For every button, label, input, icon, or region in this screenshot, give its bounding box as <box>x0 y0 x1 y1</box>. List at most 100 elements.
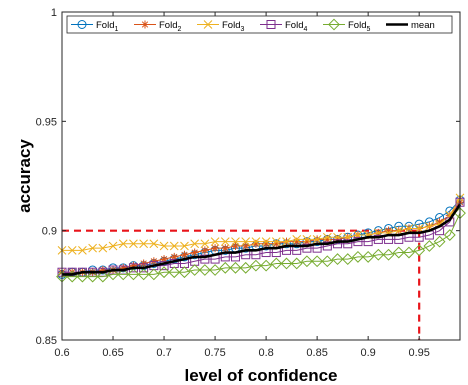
y-axis-title: accuracy <box>15 139 34 213</box>
data-point <box>302 243 312 253</box>
data-point <box>292 237 301 246</box>
data-point <box>188 264 201 276</box>
data-point <box>127 268 140 281</box>
data-point <box>280 257 293 270</box>
data-point <box>251 239 260 248</box>
plot-area <box>62 12 460 340</box>
legend-label: Fold4 <box>285 20 307 33</box>
legend-item: Fold1 <box>71 20 118 33</box>
data-point <box>86 270 99 283</box>
data-point <box>292 235 302 244</box>
data-point <box>272 239 281 248</box>
legend-label: Fold1 <box>96 20 118 33</box>
data-point <box>433 235 446 248</box>
data-point <box>180 241 189 251</box>
series-line <box>62 201 461 273</box>
data-point <box>301 255 313 268</box>
data-point <box>311 255 324 268</box>
data-point <box>159 241 169 251</box>
data-point <box>108 241 118 251</box>
data-point <box>88 243 97 253</box>
data-point <box>221 244 230 253</box>
data-point <box>251 237 261 246</box>
legend-item: Fold2 <box>134 20 181 33</box>
data-point <box>137 268 150 281</box>
x-tick-label: 0.8 <box>258 347 273 359</box>
legend-item: Fold4 <box>260 20 307 33</box>
data-point <box>353 237 363 247</box>
data-point <box>302 237 311 246</box>
data-point <box>423 240 436 252</box>
x-tick-label: 0.85 <box>306 347 327 359</box>
legend-subscript: 2 <box>177 26 181 33</box>
data-point <box>210 237 220 246</box>
data-point <box>98 243 108 253</box>
data-point <box>322 232 332 242</box>
data-point <box>119 263 128 272</box>
data-point <box>271 237 281 246</box>
data-point <box>322 241 332 251</box>
data-point <box>203 20 213 29</box>
y-tick-label: 0.9 <box>42 226 57 238</box>
data-point <box>302 235 312 244</box>
data-point <box>147 268 160 281</box>
data-point <box>229 261 242 274</box>
data-point <box>117 268 130 281</box>
data-point <box>231 237 240 246</box>
data-point <box>200 239 210 249</box>
data-point <box>392 246 405 259</box>
data-point <box>178 266 191 279</box>
data-point <box>282 237 291 246</box>
x-tick-label: 0.6 <box>54 347 69 359</box>
series-fold-3 <box>57 193 465 255</box>
data-point <box>331 253 344 266</box>
legend-label: mean <box>411 20 435 31</box>
legend-item: mean <box>386 20 435 31</box>
data-point <box>231 241 240 250</box>
data-point <box>266 20 276 29</box>
data-point <box>220 237 230 246</box>
legend-subscript: 4 <box>303 26 307 33</box>
data-point <box>168 266 181 279</box>
data-point <box>241 241 250 250</box>
data-point <box>341 253 354 266</box>
data-point <box>200 246 209 255</box>
data-point <box>67 245 77 255</box>
legend-subscript: 3 <box>240 26 244 33</box>
data-point <box>290 257 303 270</box>
legend-label: Fold5 <box>348 20 370 33</box>
series-line <box>62 203 462 276</box>
data-point <box>141 20 149 29</box>
data-point <box>98 266 107 275</box>
data-point <box>241 237 251 246</box>
series-line <box>62 197 461 251</box>
data-point <box>118 239 128 249</box>
legend-subscript: 5 <box>366 26 370 33</box>
x-tick-label: 0.7 <box>156 347 171 359</box>
data-point <box>384 226 393 235</box>
data-point <box>372 248 385 261</box>
data-point <box>362 250 375 263</box>
data-point <box>435 217 444 226</box>
data-point <box>200 254 210 264</box>
data-point <box>219 261 232 274</box>
y-tick-label: 1 <box>51 7 57 19</box>
series-mean <box>62 203 462 276</box>
data-point <box>382 248 395 261</box>
legend-subscript: 1 <box>114 26 118 33</box>
legend-label: Fold3 <box>222 20 244 33</box>
series-fold-5 <box>56 207 466 283</box>
reference-lines <box>62 229 421 340</box>
data-point <box>76 270 89 283</box>
data-point <box>190 248 199 257</box>
data-point <box>373 234 383 244</box>
data-point <box>404 224 414 233</box>
data-point <box>321 255 334 268</box>
data-point <box>323 235 332 244</box>
y-tick-label: 0.85 <box>36 335 57 347</box>
data-point <box>160 255 169 264</box>
x-axis-title: level of confidence <box>184 366 337 385</box>
data-point <box>249 259 262 272</box>
data-point <box>78 245 87 255</box>
